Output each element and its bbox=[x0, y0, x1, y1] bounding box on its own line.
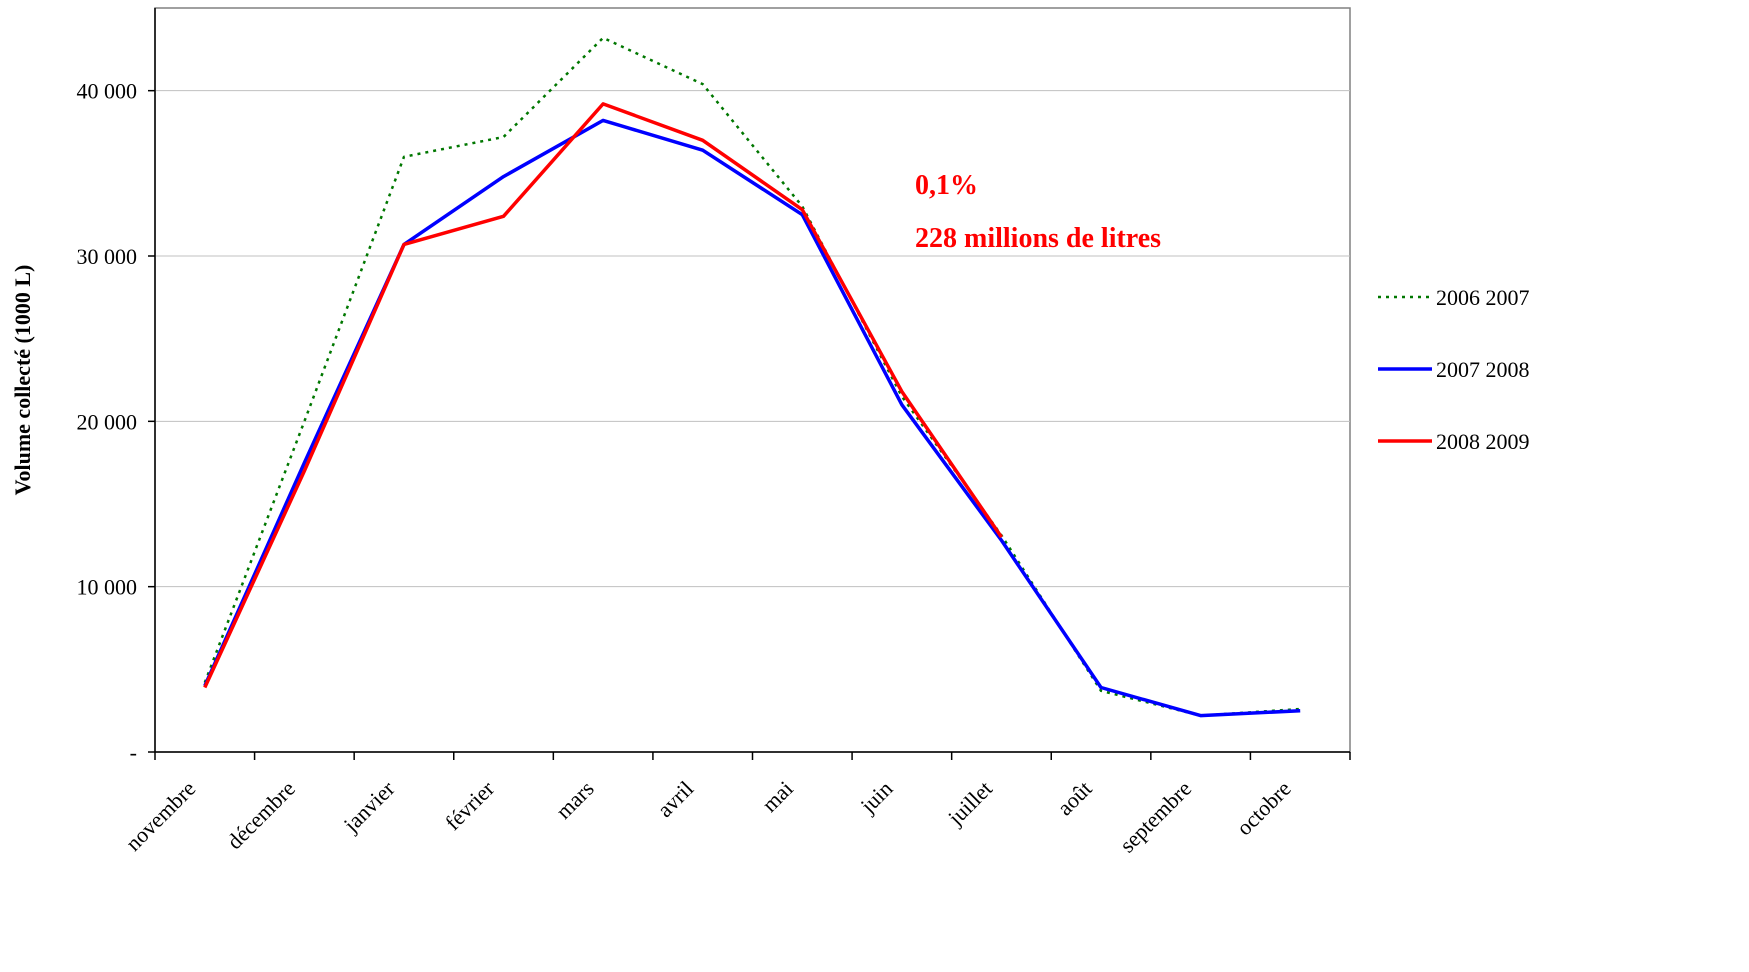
x-tick-label: octobre bbox=[1231, 776, 1295, 840]
legend: 2006 2007 2007 2008 2008 2009 bbox=[1378, 285, 1530, 454]
x-tick-label: novembre bbox=[120, 776, 200, 856]
gridlines bbox=[155, 90, 1350, 588]
annotation-volume: 228 millions de litres bbox=[915, 223, 1161, 254]
plot-area bbox=[154, 7, 1351, 753]
x-tick-label: mai bbox=[757, 776, 798, 817]
legend-label-2: 2008 2009 bbox=[1436, 429, 1530, 454]
x-tick-label: juillet bbox=[942, 776, 997, 831]
y-tick-label: 10 000 bbox=[77, 575, 138, 600]
y-tick-label: 20 000 bbox=[77, 409, 138, 434]
x-axis-ticks: novembre décembre janvier février mars avril m… bbox=[120, 752, 1351, 858]
legend-label-1: 2007 2008 bbox=[1436, 357, 1530, 382]
series-line-0 bbox=[203, 36, 1301, 717]
x-tick-label: février bbox=[440, 775, 500, 835]
y-tick-label: 30 000 bbox=[77, 244, 138, 269]
annotation-percent: 0,1% bbox=[915, 170, 978, 201]
legend-label-0: 2006 2007 bbox=[1436, 285, 1530, 310]
y-tick-label: - bbox=[130, 740, 137, 765]
y-axis-title: Volume collecté (1000 L) bbox=[10, 265, 35, 496]
series-line-2 bbox=[203, 102, 1003, 689]
series-layer bbox=[203, 36, 1301, 718]
y-tick-label: 40 000 bbox=[77, 79, 138, 104]
x-tick-label: décembre bbox=[222, 776, 300, 854]
x-tick-label: août bbox=[1052, 776, 1096, 820]
x-tick-label: juin bbox=[855, 776, 898, 819]
x-tick-label: mars bbox=[551, 776, 599, 824]
x-tick-label: avril bbox=[652, 776, 698, 822]
y-axis-ticks: - 10 000 20 000 30 000 40 000 bbox=[77, 79, 155, 765]
x-tick-label: janvier bbox=[338, 775, 400, 837]
x-tick-label: septembre bbox=[1115, 776, 1197, 858]
